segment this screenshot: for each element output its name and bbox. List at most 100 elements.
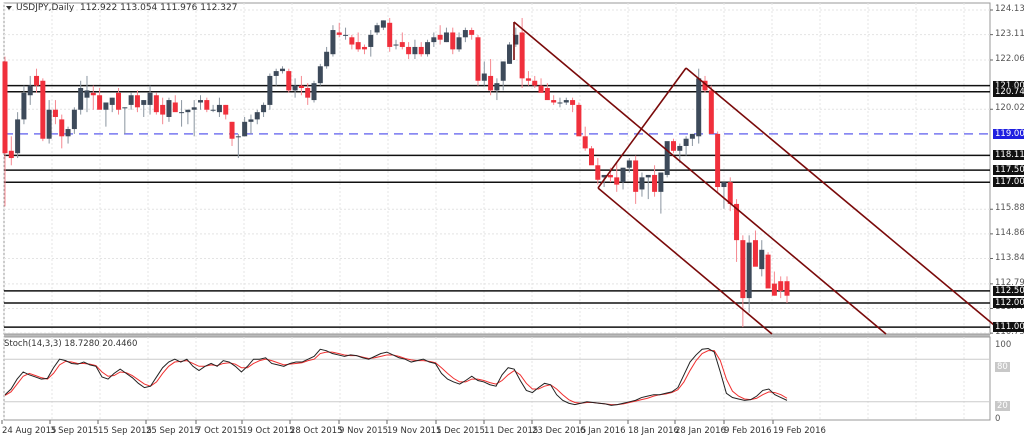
bull-candle (267, 75, 273, 105)
channel-line (597, 67, 687, 189)
bear-candle (765, 254, 771, 289)
price-tick-label: 110.750 (995, 327, 1024, 338)
bull-candle (210, 109, 216, 111)
bull-candle (141, 100, 147, 105)
time-tick-label: 7 Oct 2015 (196, 426, 244, 436)
bear-candle (652, 174, 658, 192)
bull-candle (456, 37, 462, 50)
bull-candle (317, 66, 323, 84)
bull-candle (513, 34, 519, 45)
bull-candle (122, 107, 128, 109)
dropdown-triangle-icon[interactable] (6, 5, 12, 10)
bear-candle (740, 240, 746, 299)
bear-candle (544, 88, 550, 101)
bull-candle (324, 51, 330, 67)
bull-candle (639, 177, 645, 190)
bear-candle (450, 32, 456, 50)
bull-candle (507, 44, 513, 64)
stoch-tick-label: 100 (995, 340, 1012, 350)
time-tick-label: 9 Nov 2015 (339, 426, 389, 436)
bear-candle (153, 95, 159, 113)
bull-candle (759, 249, 765, 270)
time-tick-label: 25 Sep 2015 (146, 426, 200, 436)
bear-candle (2, 61, 8, 154)
bull-candle (216, 104, 222, 113)
bear-candle (525, 78, 531, 81)
time-tick-label: 19 Oct 2015 (242, 426, 295, 436)
bear-candle (784, 281, 790, 296)
bull-candle (71, 109, 77, 130)
bear-candle (8, 150, 14, 159)
bear-candle (576, 104, 582, 137)
bull-candle (46, 109, 52, 139)
bull-candle (425, 42, 431, 55)
bear-candle (204, 100, 210, 110)
bear-candle (59, 119, 65, 137)
price-tick-label: 112.790 (995, 277, 1024, 288)
price-level-label: 120.745 (993, 86, 1024, 97)
stoch-tick-label: 20 (995, 401, 1010, 411)
bear-candle (349, 37, 355, 45)
time-tick-label: 6 Jan 2016 (580, 426, 626, 436)
bear-candle (614, 177, 620, 185)
bull-candle (626, 160, 632, 168)
time-tick-label: 11 Dec 2015 (484, 426, 539, 436)
stoch-tick-label: 80 (995, 362, 1010, 372)
price-tick-label: 124.130 (995, 4, 1024, 14)
bear-candle (727, 182, 733, 204)
bull-candle (557, 102, 563, 104)
bear-candle (160, 104, 166, 115)
time-tick-label: 24 Aug 2015 (2, 426, 57, 436)
bear-candle (40, 80, 46, 139)
bear-candle (387, 22, 393, 47)
bear-candle (771, 283, 777, 296)
time-tick-label: 23 Dec 2015 (532, 426, 587, 436)
bull-candle (235, 136, 241, 138)
bull-candle (198, 100, 203, 103)
price-level-label: 112.500 (993, 285, 1024, 296)
bull-candle (664, 141, 670, 175)
bear-candle (418, 46, 424, 55)
bull-candle (147, 92, 153, 105)
bear-candle (734, 203, 740, 241)
time-tick-label: 19 Feb 2016 (773, 426, 826, 436)
bull-candle (462, 30, 468, 38)
price-tick-label: 115.880 (995, 203, 1024, 214)
time-tick-label: 1 Dec 2015 (436, 426, 485, 436)
bear-candle (406, 46, 412, 55)
bear-candle (34, 75, 40, 86)
bear-candle (223, 104, 229, 115)
bear-candle (595, 165, 601, 180)
bear-candle (708, 90, 714, 134)
bull-candle (601, 174, 607, 178)
bear-candle (633, 160, 639, 192)
stoch-main-line (4, 348, 788, 406)
bull-candle (128, 95, 134, 105)
bear-candle (532, 80, 538, 86)
ohlc-values: 112.922 113.054 111.976 112.327 (79, 3, 238, 13)
bear-candle (172, 102, 178, 113)
price-level-label: 117.000 (993, 177, 1024, 188)
bear-candle (305, 88, 311, 98)
bear-candle (752, 240, 758, 267)
time-tick-label: 28 Oct 2015 (290, 426, 343, 436)
symbol-label: USDJPY,Daily (16, 3, 75, 13)
bull-candle (689, 133, 695, 139)
channel-line (685, 67, 1001, 331)
bull-candle (254, 112, 260, 120)
stochastic-label: Stoch(14,3,3) 18.7280 20.4460 (4, 339, 138, 349)
bear-candle (52, 109, 58, 117)
price-level-label: 119.000 (993, 128, 1024, 139)
bear-candle (551, 100, 557, 103)
bull-candle (84, 90, 90, 98)
bear-candle (336, 32, 342, 35)
bull-candle (109, 97, 115, 105)
bull-candle (279, 68, 285, 72)
bull-candle (27, 85, 33, 96)
bull-candle (746, 242, 752, 299)
channel-line (597, 187, 773, 335)
bear-candle (361, 46, 367, 50)
bull-candle (500, 61, 506, 81)
bull-candle (677, 145, 683, 151)
